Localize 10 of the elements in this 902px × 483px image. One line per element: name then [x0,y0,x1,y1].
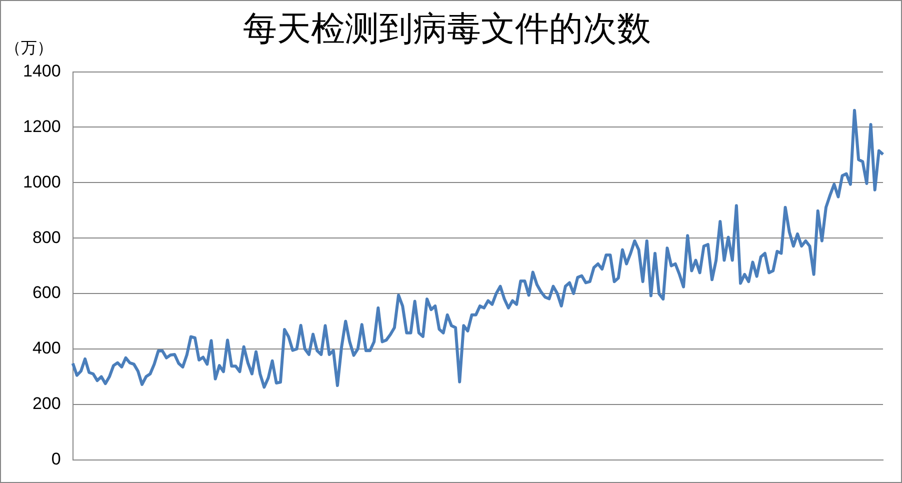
chart-title: 每天检测到病毒文件的次数 [243,9,651,50]
y-tick-label: 400 [32,338,61,358]
y-tick-label: 200 [32,394,61,414]
y-tick-label: 0 [51,449,61,468]
y-tick-label: 600 [32,283,61,302]
y-tick-label: 800 [32,228,61,247]
y-tick-label: 1400 [22,61,61,80]
y-tick-label: 1200 [22,116,61,136]
y-tick-label: 1000 [22,172,61,192]
y-axis-title: （万） [5,38,53,58]
